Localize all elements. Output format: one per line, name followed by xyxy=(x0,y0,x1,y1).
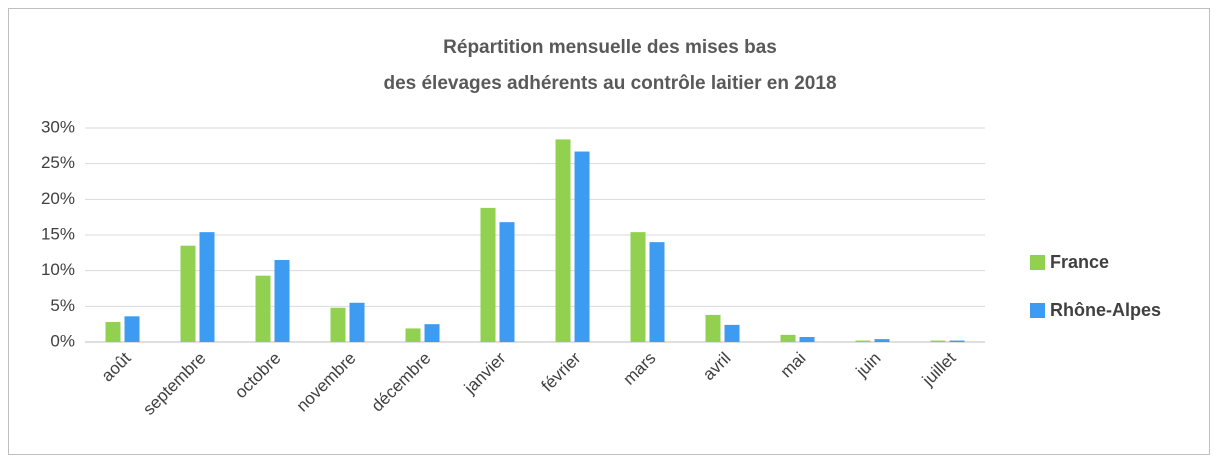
bar xyxy=(874,339,890,342)
bar xyxy=(274,259,290,342)
bar xyxy=(949,340,965,342)
y-tick-label: 25% xyxy=(41,153,75,172)
legend-swatch xyxy=(1030,255,1045,270)
bar xyxy=(480,207,496,342)
bar xyxy=(124,316,140,342)
bar xyxy=(180,245,196,342)
bar xyxy=(799,337,815,342)
bar xyxy=(724,324,740,342)
chart-title: Répartition mensuelle des mises bas xyxy=(443,37,777,58)
bar xyxy=(199,232,215,342)
bar xyxy=(349,302,365,342)
bar xyxy=(499,222,515,342)
legend-swatch xyxy=(1030,303,1045,318)
bar xyxy=(649,242,665,342)
y-tick-label: 15% xyxy=(41,224,75,243)
bar xyxy=(555,139,571,342)
y-tick-label: 5% xyxy=(50,296,75,315)
bar xyxy=(405,328,421,342)
bar xyxy=(780,334,796,342)
bar xyxy=(930,340,946,342)
bar xyxy=(330,307,346,342)
chart-frame xyxy=(8,8,1210,455)
bar xyxy=(630,232,646,342)
bar xyxy=(424,324,440,342)
bar xyxy=(574,151,590,342)
y-tick-label: 20% xyxy=(41,189,75,208)
bar xyxy=(255,275,271,342)
bar xyxy=(105,322,121,342)
y-tick-label: 0% xyxy=(50,331,75,350)
y-tick-label: 10% xyxy=(41,260,75,279)
y-tick-label: 30% xyxy=(41,117,75,136)
bar xyxy=(855,340,871,342)
bar xyxy=(705,314,721,342)
legend-label: Rhône-Alpes xyxy=(1050,300,1161,320)
chart-title: des élevages adhérents au contrôle laiti… xyxy=(383,73,836,94)
legend-label: France xyxy=(1050,252,1109,272)
